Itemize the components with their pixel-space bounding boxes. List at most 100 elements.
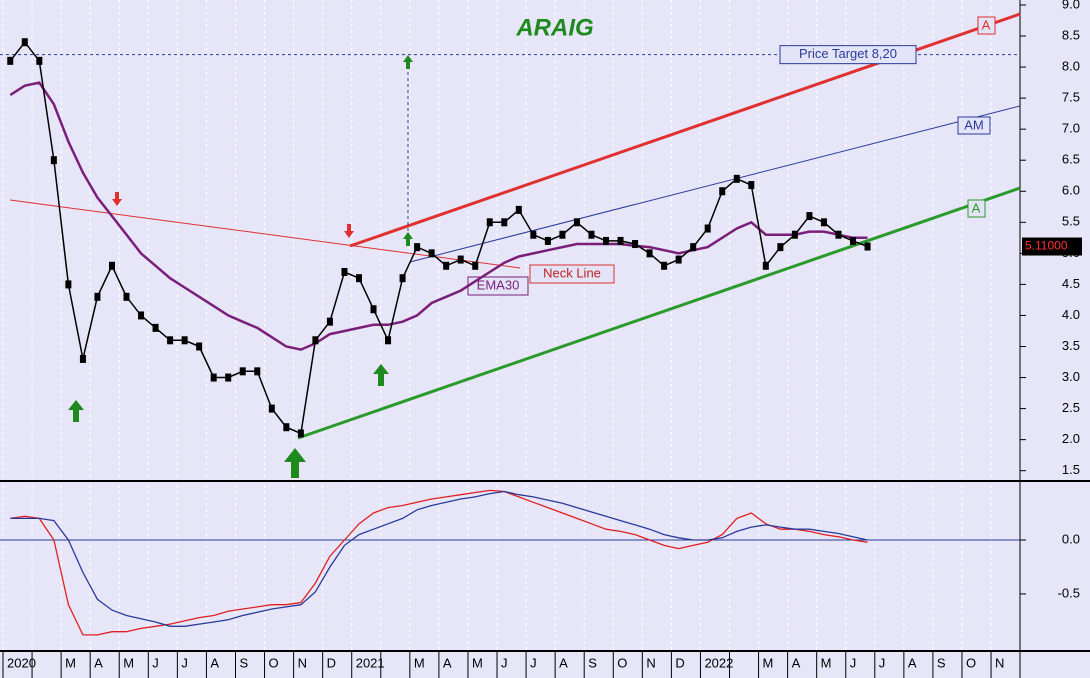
channel-bottom-line xyxy=(297,186,1021,440)
price-bar xyxy=(777,243,784,252)
price-bar xyxy=(167,336,174,345)
price-bar xyxy=(472,261,479,270)
arrow xyxy=(284,448,306,478)
price-bar xyxy=(283,423,290,432)
x-tick-label: D xyxy=(675,655,684,670)
price-bar xyxy=(370,305,377,314)
price-bar xyxy=(515,205,522,214)
x-tick-label: M xyxy=(821,655,832,670)
price-bar xyxy=(573,218,580,227)
price-bar xyxy=(850,236,857,245)
chart-title: ARAIG xyxy=(515,14,593,41)
price-bar xyxy=(123,292,130,301)
price-bar xyxy=(486,218,493,227)
series-line xyxy=(10,489,868,636)
price-bar xyxy=(399,274,406,283)
price-bar xyxy=(835,230,842,239)
y-tick-label: 9.0 xyxy=(1062,0,1080,11)
x-tick-label: S xyxy=(588,655,597,670)
price-bar xyxy=(65,280,72,289)
x-tick-label: M xyxy=(763,655,774,670)
price-bar xyxy=(326,317,333,326)
x-tick-label: 2020 xyxy=(7,655,36,670)
arrow xyxy=(373,364,389,386)
price-bar xyxy=(632,240,639,249)
price-bar xyxy=(588,230,595,239)
y-tick-label: 2.0 xyxy=(1062,431,1080,446)
up-arrows xyxy=(68,55,413,478)
series-line xyxy=(9,81,868,351)
x-tick-label: M xyxy=(472,655,483,670)
x-tick-label: N xyxy=(995,655,1004,670)
x-tick-label: 2022 xyxy=(704,655,733,670)
y-tick-label: 8.0 xyxy=(1062,59,1080,74)
price-bar xyxy=(414,243,421,252)
price-bar xyxy=(225,373,232,382)
label-box xyxy=(529,264,615,284)
y-tick-label: 3.0 xyxy=(1062,369,1080,384)
price-bar xyxy=(661,261,668,270)
price-bar xyxy=(181,336,188,345)
x-tick-label: A xyxy=(559,655,568,670)
price-bar xyxy=(617,236,624,245)
x-tick-label: M xyxy=(123,655,134,670)
arrow xyxy=(403,55,413,69)
price-bar xyxy=(544,236,551,245)
price-bar xyxy=(457,255,464,264)
price-bar xyxy=(791,230,798,239)
price-bar xyxy=(355,274,362,283)
x-tick-label: A xyxy=(94,655,103,670)
price-bar xyxy=(297,429,304,438)
y-tick-label: -0.5 xyxy=(1058,585,1080,600)
arrow xyxy=(403,232,413,246)
x-tick-label: O xyxy=(269,655,279,670)
x-tick-label: O xyxy=(966,655,976,670)
x-tick-label: A xyxy=(908,655,917,670)
x-tick-label: A xyxy=(443,655,452,670)
channel-mid-line xyxy=(409,105,1021,263)
price-bar xyxy=(152,323,159,332)
price-bar xyxy=(704,224,711,233)
y-tick-label: 6.0 xyxy=(1062,183,1080,198)
x-tick-label: D xyxy=(327,655,336,670)
x-tick-label: M xyxy=(414,655,425,670)
price-bar xyxy=(762,261,769,270)
price-bar xyxy=(312,336,319,345)
y-tick-label: 8.5 xyxy=(1062,27,1080,42)
price-bar xyxy=(602,236,609,245)
x-tick-label: J xyxy=(501,655,508,670)
y-tick-label: 1.5 xyxy=(1062,462,1080,477)
x-tick-label: A xyxy=(210,655,219,670)
x-tick-label: J xyxy=(181,655,188,670)
x-tick-label: J xyxy=(530,655,537,670)
x-tick-label: J xyxy=(879,655,886,670)
price-bar xyxy=(94,292,101,301)
y-tick-label: 4.0 xyxy=(1062,307,1080,322)
y-tick-label: 6.5 xyxy=(1062,152,1080,167)
price-bar xyxy=(196,342,203,351)
price-bar xyxy=(50,156,57,165)
label-box xyxy=(967,199,986,218)
label-box xyxy=(779,45,917,65)
label-box xyxy=(977,16,996,35)
price-bar xyxy=(79,354,86,363)
price-bar xyxy=(210,373,217,382)
x-tick-label: A xyxy=(792,655,801,670)
channel-label: A xyxy=(972,200,981,215)
price-bar xyxy=(864,242,871,251)
price-bar xyxy=(7,56,14,65)
price-bar xyxy=(646,249,653,258)
x-tick-label: 2021 xyxy=(356,655,385,670)
price-bar xyxy=(748,181,755,190)
x-tick-label: J xyxy=(152,655,159,670)
price-bar xyxy=(21,38,28,47)
price-bar xyxy=(530,230,537,239)
arrow xyxy=(344,224,354,238)
y-tick-label: 7.5 xyxy=(1062,90,1080,105)
legend-ema: EMA30 xyxy=(477,277,520,292)
price-bar xyxy=(36,56,43,65)
arrow xyxy=(68,400,84,422)
x-tick-label: N xyxy=(646,655,655,670)
